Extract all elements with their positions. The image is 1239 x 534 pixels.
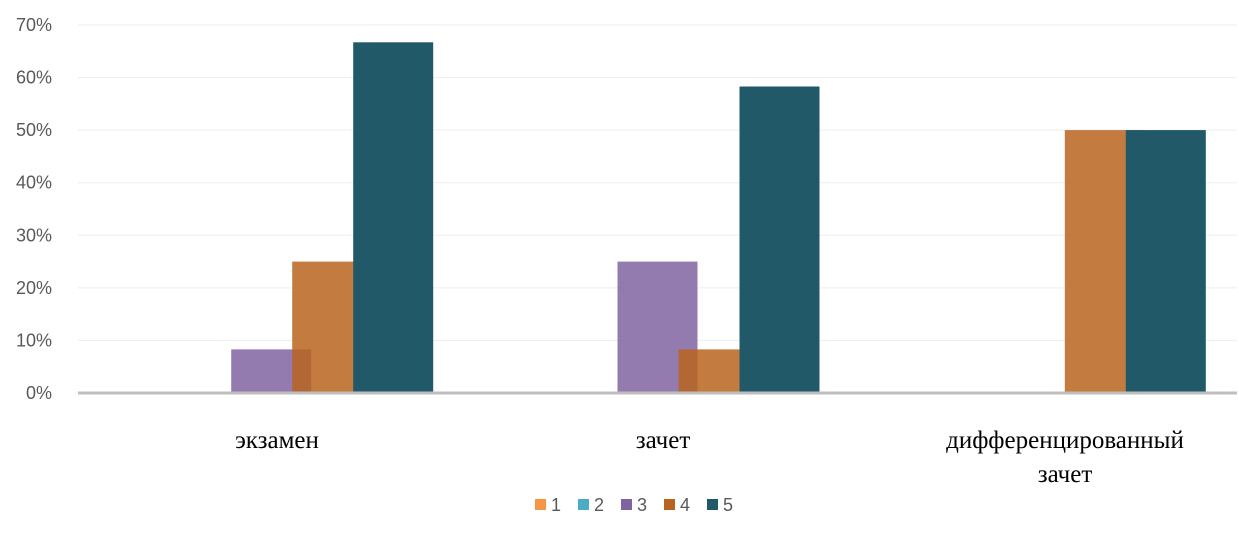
legend-swatch [707, 499, 718, 510]
legend-swatch [664, 499, 675, 510]
y-tick-label: 40% [16, 173, 52, 193]
y-tick-label: 30% [16, 225, 52, 245]
bar-5 [353, 42, 434, 394]
x-category-label: экзамен [235, 427, 319, 454]
y-tick-label: 50% [16, 120, 52, 140]
x-axis-categories: экзамен зачет дифференцированный зачет [235, 427, 1184, 488]
legend-label: 3 [637, 495, 647, 515]
y-axis-ticks: 0% 10% 20% 30% 40% 50% 60% 70% [16, 15, 52, 403]
bars [231, 42, 1206, 394]
gridlines [78, 24, 1237, 341]
legend-label: 1 [551, 495, 561, 515]
bar-5 [739, 86, 820, 393]
legend-swatch [578, 499, 589, 510]
x-category-label: зачет [1038, 461, 1093, 488]
y-tick-label: 70% [16, 15, 52, 35]
y-tick-label: 20% [16, 278, 52, 298]
x-category-label: дифференцированный [946, 427, 1184, 454]
y-tick-label: 60% [16, 68, 52, 88]
legend-label: 5 [723, 495, 733, 515]
legend-label: 2 [594, 495, 604, 515]
x-category-label: зачет [636, 427, 691, 454]
bar-5 [1125, 130, 1206, 393]
legend-label: 4 [680, 495, 690, 515]
legend-swatch [535, 499, 546, 510]
y-tick-label: 0% [26, 383, 52, 403]
y-tick-label: 10% [16, 330, 52, 350]
legend-swatch [621, 499, 632, 510]
legend: 1 2 3 4 5 [535, 495, 733, 515]
